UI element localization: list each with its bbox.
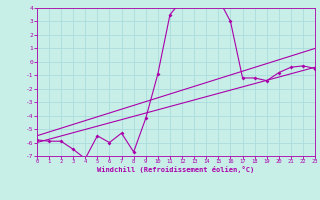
X-axis label: Windchill (Refroidissement éolien,°C): Windchill (Refroidissement éolien,°C) bbox=[97, 166, 255, 173]
